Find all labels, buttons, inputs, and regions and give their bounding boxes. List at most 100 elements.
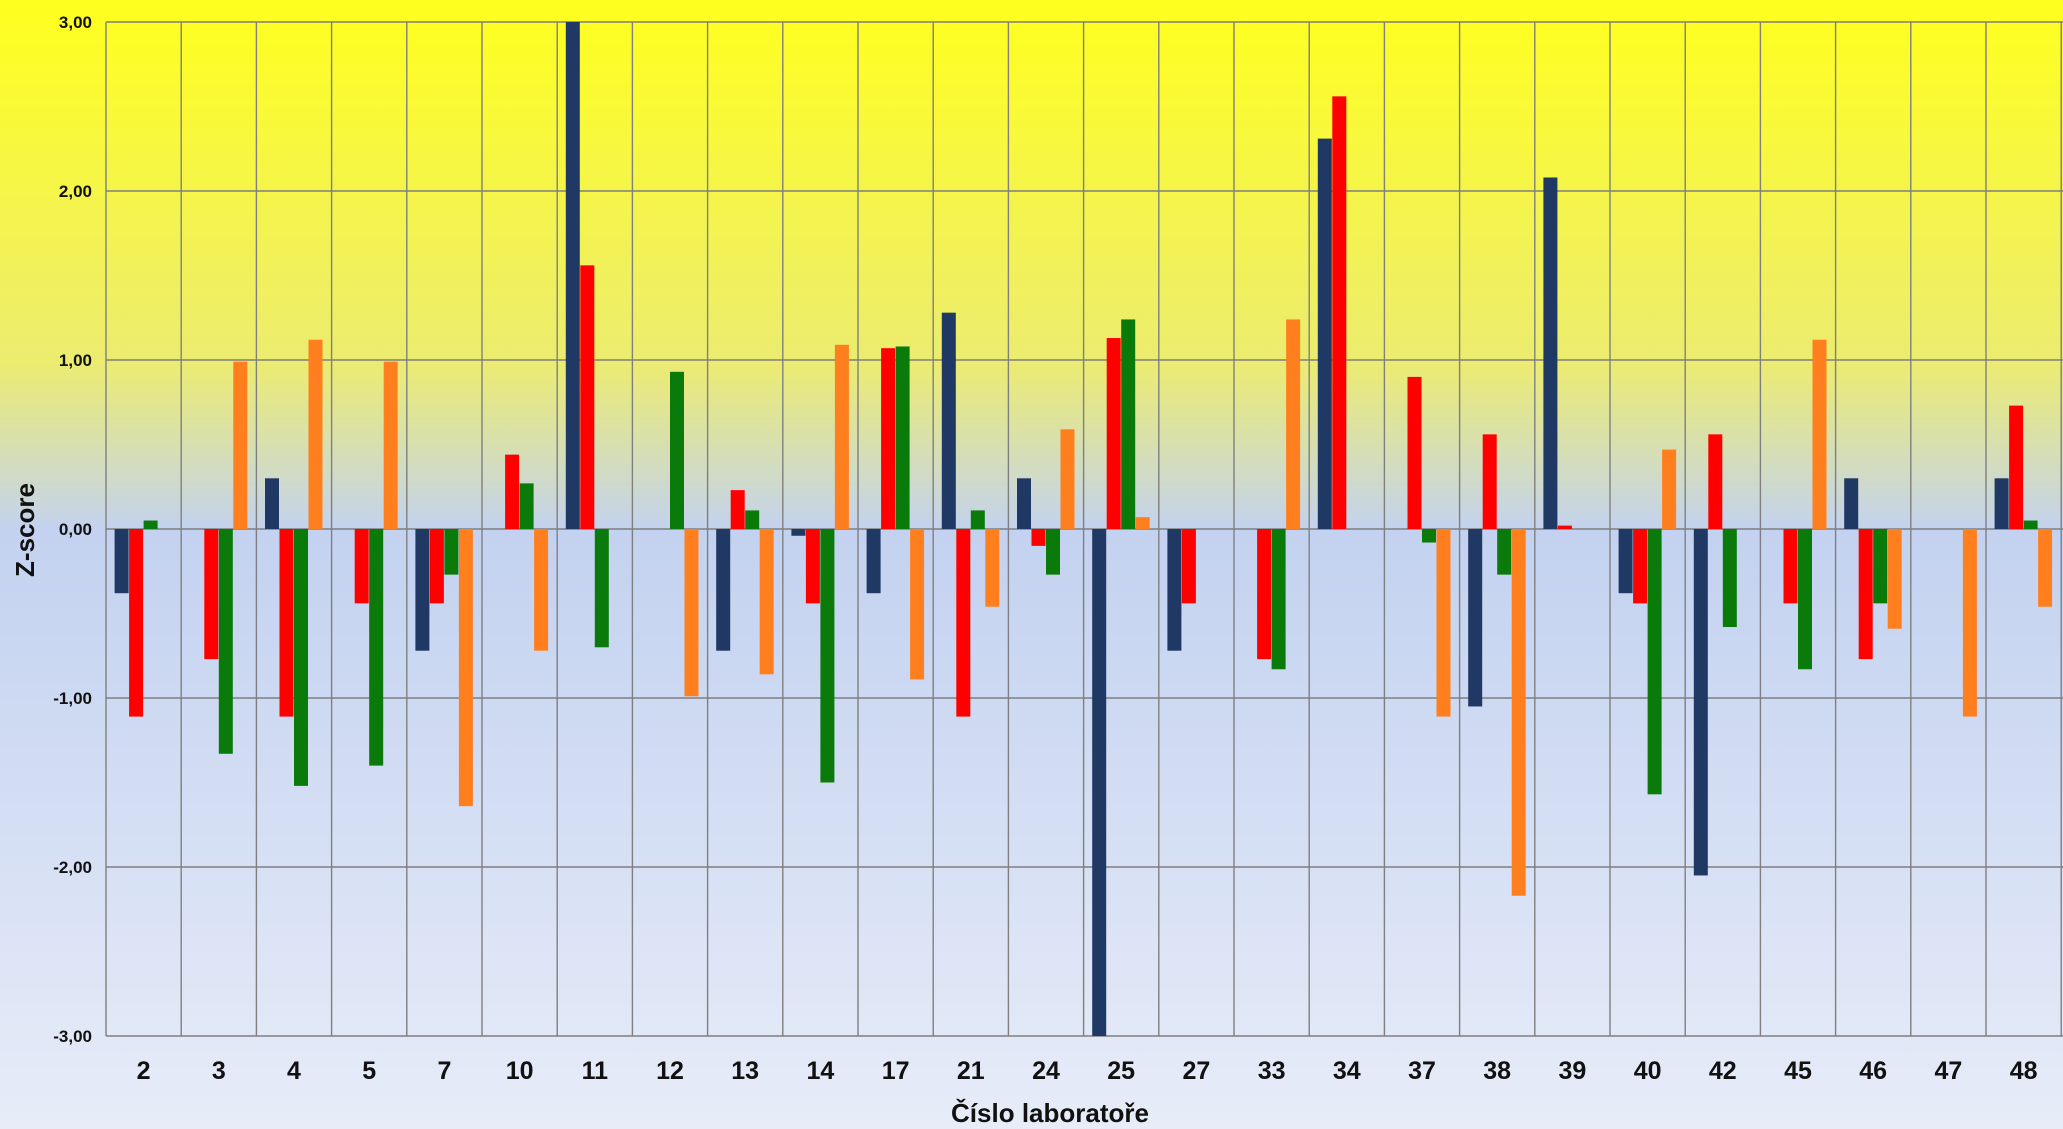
x-axis-title: Číslo laboratoře	[951, 1098, 1149, 1128]
bar-lab-3-series-2	[204, 529, 219, 660]
bar-lab-38-series-4	[1511, 529, 1526, 896]
bar-lab-34-series-1	[1317, 138, 1332, 530]
bar-lab-10-series-3	[519, 483, 534, 529]
x-tick-label: 4	[287, 1057, 301, 1085]
x-tick-label: 27	[1182, 1057, 1210, 1085]
bar-lab-11-series-3	[594, 529, 609, 648]
bar-lab-27-series-1	[1167, 529, 1182, 651]
bar-lab-45-series-3	[1798, 529, 1812, 670]
bar-lab-5-series-3	[369, 529, 384, 766]
x-tick-label: 33	[1258, 1057, 1286, 1085]
bar-lab-21-series-3	[970, 510, 985, 529]
axis-labels: 3,002,001,000,00-1,00-2,00-3,002 3 4 5 7 10 11…	[53, 13, 2037, 1085]
bar-lab-37-series-2	[1407, 376, 1422, 529]
bar-lab-25-series-4	[1135, 517, 1150, 529]
bar-lab-38-series-1	[1468, 529, 1483, 707]
x-tick-label: 47	[1934, 1057, 1962, 1085]
bar-lab-2-series-1	[114, 529, 129, 594]
bar-lab-14-series-4	[834, 344, 849, 529]
x-tick-label: 7	[437, 1057, 451, 1085]
bar-lab-24-series-4	[1060, 429, 1075, 529]
bar-lab-45-series-2	[1783, 529, 1798, 604]
bar-lab-10-series-4	[534, 529, 549, 651]
bar-lab-7-series-4	[458, 529, 473, 807]
bar-lab-48-series-2	[2009, 405, 2024, 529]
bar-lab-5-series-4	[383, 361, 398, 529]
y-tick-label: -3,00	[53, 1027, 92, 1046]
bar-lab-21-series-1	[941, 312, 956, 529]
bar-lab-46-series-2	[1858, 529, 1873, 660]
bar-lab-11-series-2	[580, 265, 595, 529]
y-tick-label: 1,00	[59, 351, 92, 370]
y-axis-title: Z-score	[10, 483, 40, 577]
bar-lab-24-series-1	[1017, 478, 1031, 529]
x-tick-label: 13	[731, 1057, 759, 1085]
x-tick-label: 17	[882, 1057, 910, 1085]
bar-lab-48-series-3	[2023, 520, 2038, 529]
bar-lab-24-series-3	[1046, 529, 1060, 575]
x-tick-label: 39	[1558, 1057, 1586, 1085]
x-tick-label: 5	[362, 1057, 376, 1085]
bar-lab-33-series-3	[1271, 529, 1286, 670]
bar-lab-27-series-2	[1181, 529, 1196, 604]
bar-lab-14-series-3	[820, 529, 835, 783]
x-tick-label: 24	[1032, 1057, 1060, 1085]
bar-lab-3-series-4	[233, 361, 248, 529]
bar-lab-25-series-1	[1092, 529, 1107, 1036]
bar-lab-13-series-4	[759, 529, 774, 675]
bar-lab-42-series-3	[1722, 529, 1737, 628]
x-tick-label: 37	[1408, 1057, 1436, 1085]
x-tick-label: 40	[1634, 1057, 1662, 1085]
bar-lab-14-series-1	[791, 529, 806, 536]
bar-lab-14-series-2	[805, 529, 820, 604]
x-tick-label: 46	[1859, 1057, 1887, 1085]
bar-lab-46-series-4	[1887, 529, 1902, 629]
bar-lab-25-series-3	[1121, 319, 1136, 529]
y-tick-label: -2,00	[53, 858, 92, 877]
bar-lab-45-series-4	[1812, 339, 1827, 529]
bar-lab-12-series-3	[670, 371, 684, 529]
bar-lab-17-series-3	[895, 346, 910, 529]
x-tick-label: 25	[1107, 1057, 1135, 1085]
bars	[114, 22, 2053, 1036]
bar-lab-37-series-4	[1436, 529, 1451, 717]
bar-lab-7-series-3	[444, 529, 459, 575]
bar-lab-40-series-4	[1662, 449, 1677, 529]
bar-lab-47-series-4	[1962, 529, 1977, 717]
bar-lab-21-series-4	[985, 529, 1000, 607]
bar-lab-13-series-2	[730, 490, 745, 529]
bar-lab-3-series-3	[218, 529, 233, 754]
y-tick-label: 0,00	[59, 520, 92, 539]
bar-lab-40-series-1	[1618, 529, 1633, 594]
bar-lab-37-series-3	[1422, 529, 1436, 543]
x-tick-label: 3	[212, 1057, 226, 1085]
bar-lab-48-series-1	[1994, 478, 2009, 529]
bar-lab-25-series-2	[1106, 338, 1121, 529]
bar-lab-46-series-3	[1873, 529, 1888, 604]
bar-lab-34-series-2	[1332, 96, 1347, 530]
y-tick-label: -1,00	[53, 689, 92, 708]
bar-lab-13-series-1	[716, 529, 731, 651]
bar-lab-5-series-2	[354, 529, 369, 604]
y-tick-label: 3,00	[59, 13, 92, 32]
bar-lab-40-series-3	[1647, 529, 1662, 795]
bar-lab-24-series-2	[1031, 529, 1046, 546]
x-tick-label: 34	[1333, 1057, 1361, 1085]
bar-lab-38-series-2	[1482, 434, 1497, 529]
bar-lab-39-series-2	[1557, 525, 1572, 529]
grid-lines	[105, 21, 2063, 1037]
bar-lab-4-series-4	[308, 339, 323, 529]
bar-lab-11-series-1	[565, 22, 580, 529]
bar-lab-46-series-1	[1844, 478, 1859, 529]
x-tick-label: 10	[506, 1057, 534, 1085]
bar-lab-21-series-2	[956, 529, 971, 717]
bar-lab-33-series-2	[1257, 529, 1272, 660]
x-tick-label: 45	[1784, 1057, 1812, 1085]
bar-lab-42-series-1	[1693, 529, 1708, 876]
bar-lab-48-series-4	[2038, 529, 2053, 607]
bar-lab-17-series-4	[910, 529, 925, 680]
bar-lab-42-series-2	[1708, 434, 1723, 529]
